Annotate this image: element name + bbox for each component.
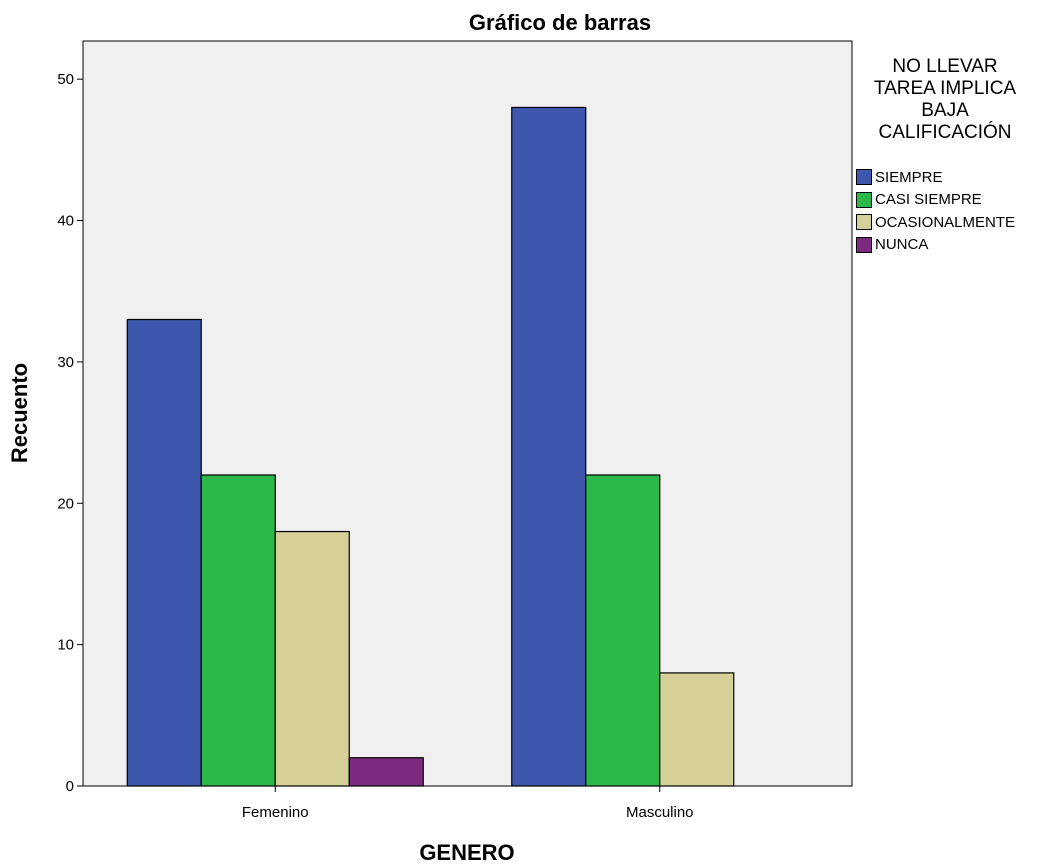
legend-swatch-siempre <box>856 169 872 186</box>
bars <box>126 106 735 787</box>
x-axis: Femenino Masculino <box>242 786 694 821</box>
legend-title-line: CALIFICACIÓN <box>878 122 1012 143</box>
bar-masculino-ocasionalmente <box>659 672 735 787</box>
legend-label: NUNCA <box>875 236 929 254</box>
legend-item: CASI SIEMPRE <box>856 189 1015 212</box>
y-axis-title: Recuento <box>7 363 32 463</box>
legend-label: CASI SIEMPRE <box>875 191 982 209</box>
bar-femenino-nunca <box>348 757 424 787</box>
bar-masculino-siempre <box>511 106 587 787</box>
legend-item: SIEMPRE <box>856 166 1015 189</box>
y-tick-label: 20 <box>57 495 74 512</box>
legend-swatch-casi-siempre <box>856 191 872 208</box>
legend-title: NO LLEVAR TAREA IMPLICA BAJA CALIFICACIÓ… <box>845 56 1045 144</box>
bar-masculino-casi-siempre <box>585 474 661 787</box>
y-tick-label: 40 <box>57 213 74 230</box>
y-tick-label: 10 <box>57 637 74 654</box>
legend-item: OCASIONALMENTE <box>856 211 1015 234</box>
y-tick-label: 0 <box>66 778 74 795</box>
x-axis-title: GENERO <box>419 840 514 865</box>
legend-swatch-ocasionalmente <box>856 214 872 231</box>
chart-title: Gráfico de barras <box>469 10 651 35</box>
bar-femenino-siempre <box>126 318 202 787</box>
x-tick-label: Femenino <box>242 804 309 821</box>
legend-title-line: TAREA IMPLICA <box>873 78 1017 99</box>
legend-title-line: NO LLEVAR <box>892 56 998 77</box>
y-tick-label: 50 <box>57 71 74 88</box>
legend: SIEMPRE CASI SIEMPRE OCASIONALMENTE NUNC… <box>856 166 1015 256</box>
legend-label: OCASIONALMENTE <box>875 213 1016 231</box>
bar-femenino-casi-siempre <box>200 474 276 787</box>
legend-item: NUNCA <box>856 234 1015 257</box>
legend-label: SIEMPRE <box>875 168 943 186</box>
x-tick-label: Masculino <box>626 804 694 821</box>
legend-title-line: BAJA <box>921 100 969 121</box>
bar-femenino-ocasionalmente <box>274 530 350 787</box>
legend-swatch-nunca <box>856 236 872 253</box>
y-axis: 0 10 20 30 40 50 <box>57 71 83 795</box>
y-tick-label: 30 <box>57 354 74 371</box>
